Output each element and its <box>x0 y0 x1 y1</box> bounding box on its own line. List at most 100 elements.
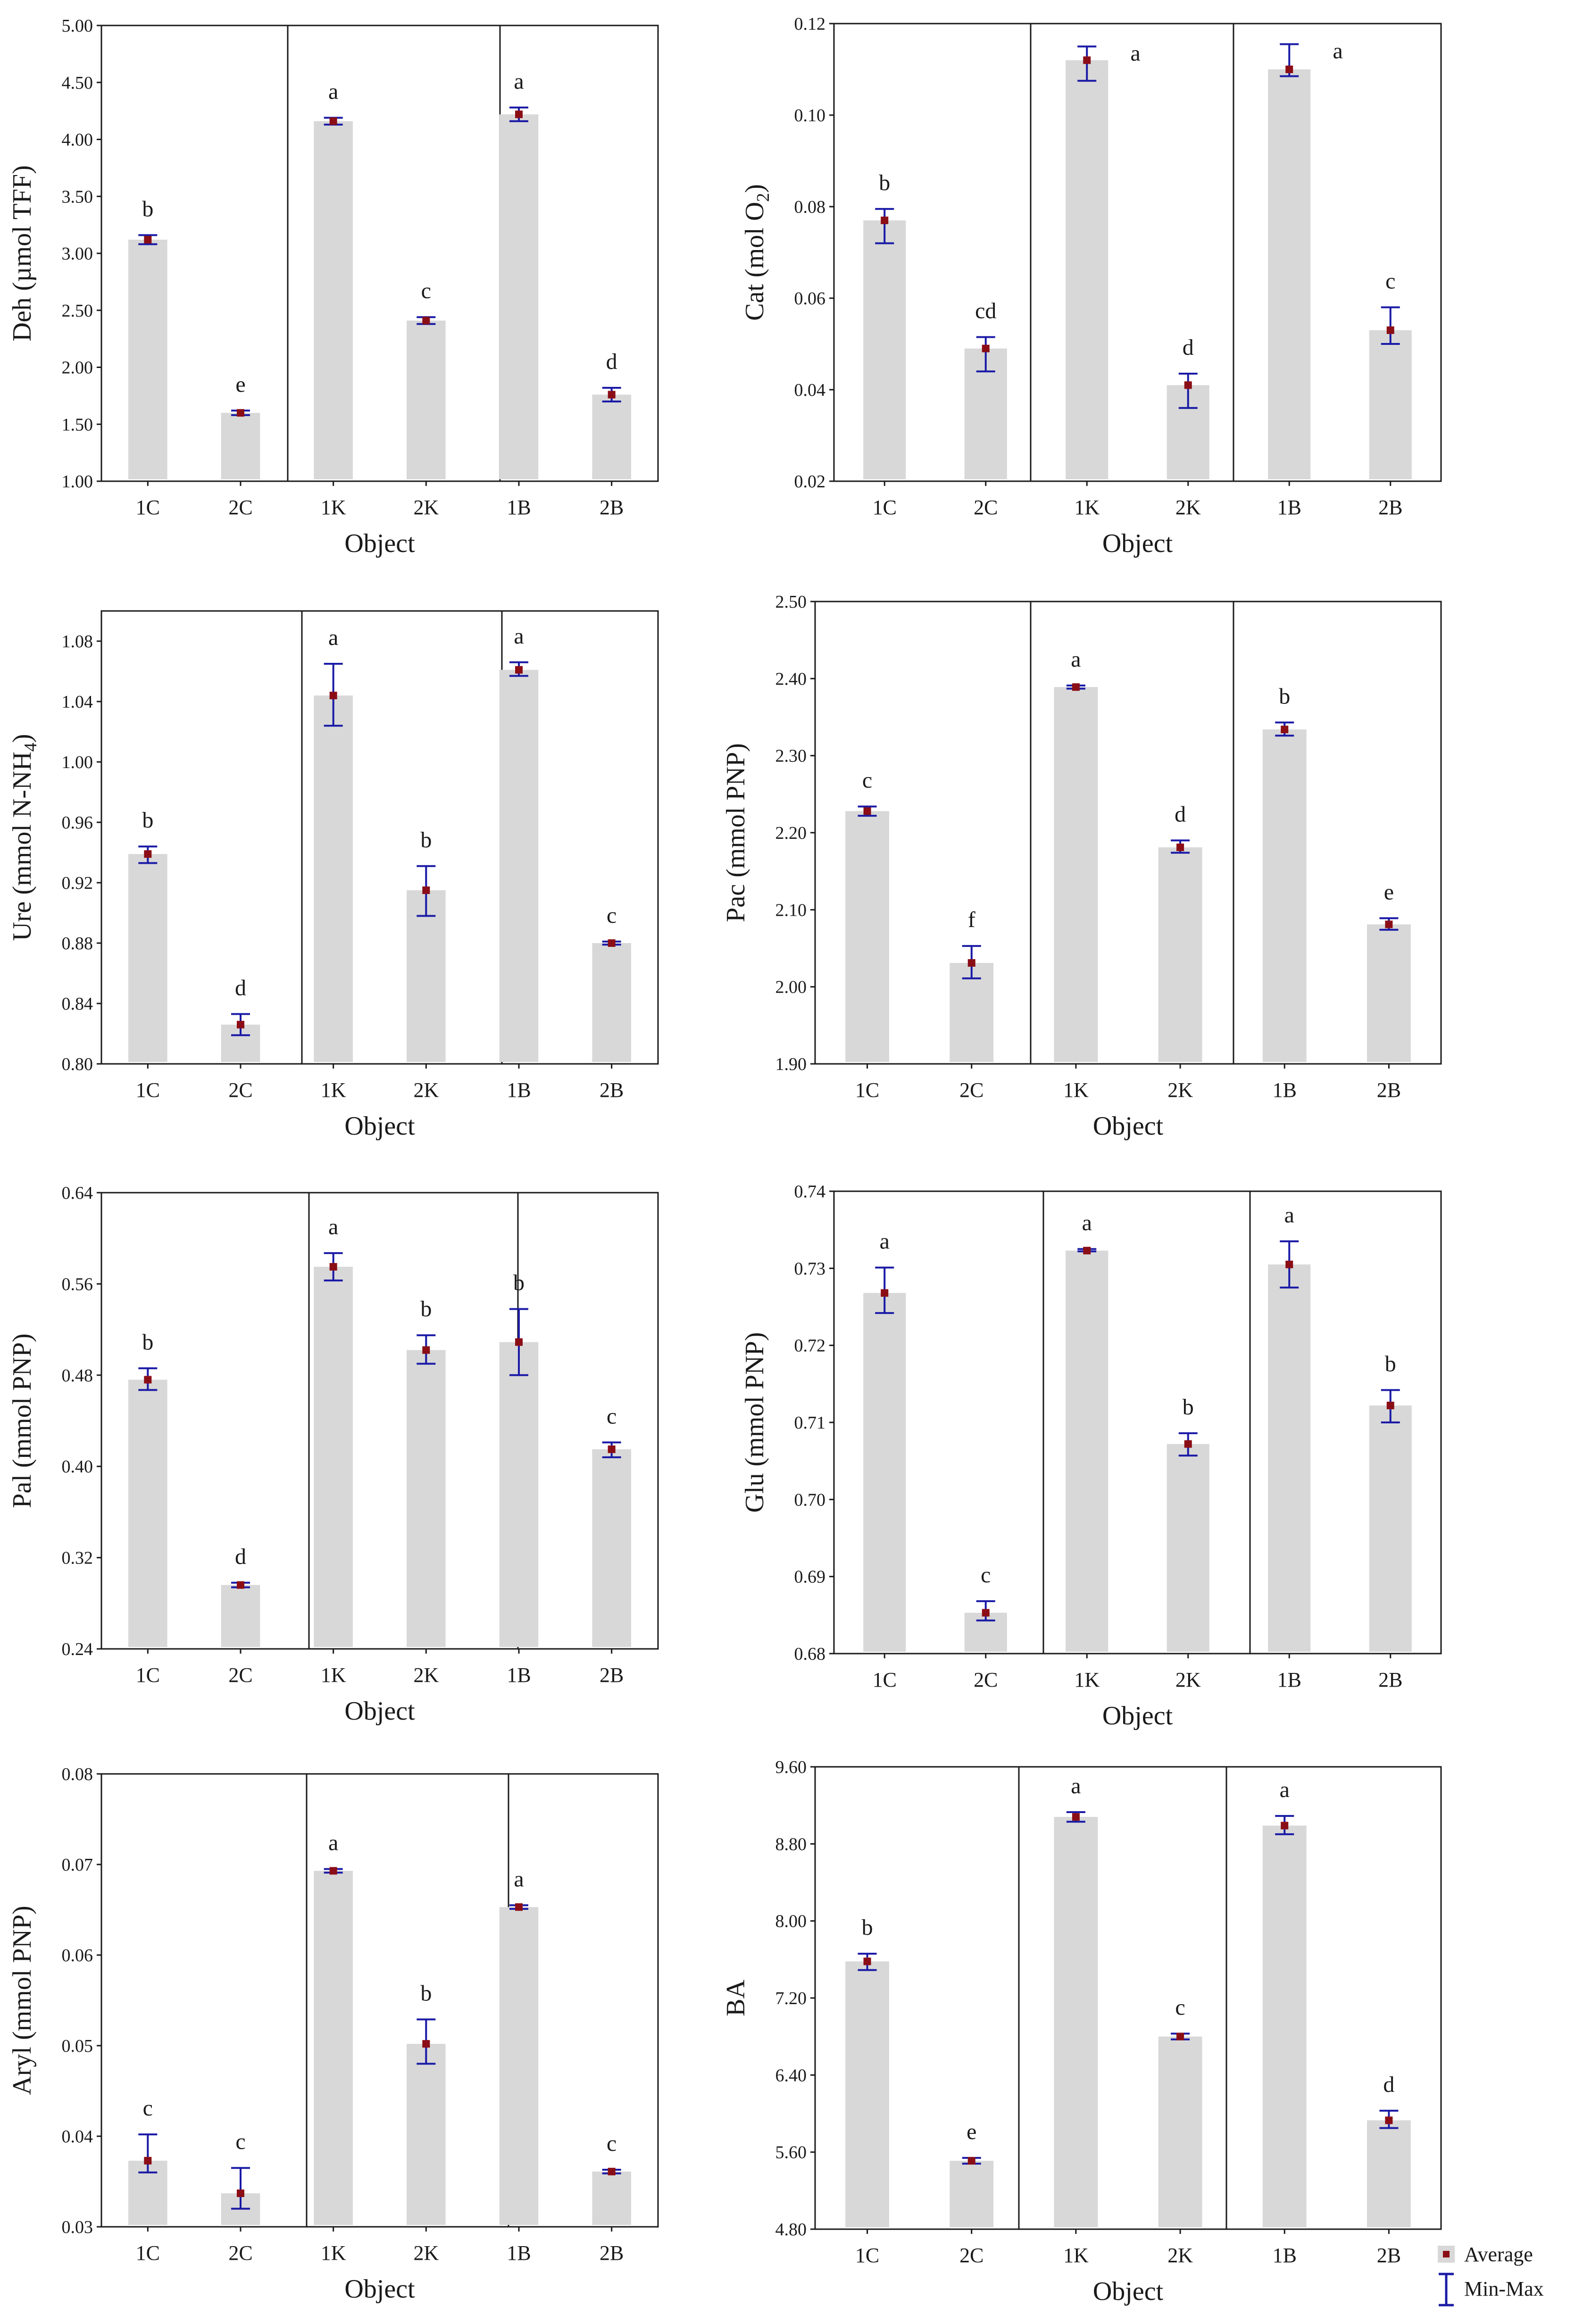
significance-letter-2C: cd <box>975 298 996 323</box>
x-tick-label-2K: 2K <box>1175 496 1201 519</box>
chart-ure: 0.80 0.84 0.88 0.92 0.96 1.00 1.04 1.08 b 1C d 2C a 1… <box>8 610 659 1141</box>
x-tick-label-2B: 2B <box>600 496 624 519</box>
x-tick-label-2K: 2K <box>1167 1078 1193 1102</box>
significance-letter-1C: b <box>142 1329 153 1354</box>
average-point-2K <box>1176 844 1184 852</box>
bar-1B <box>499 669 539 1062</box>
x-tick-label-1B: 1B <box>1277 496 1301 519</box>
x-tick-label-1K: 1K <box>1063 1078 1089 1102</box>
average-point-2C <box>237 409 244 417</box>
y-tick-label: 2.00 <box>775 978 807 997</box>
significance-letter-2K: b <box>420 828 432 853</box>
average-point-2K <box>1176 2032 1184 2040</box>
y-tick-label: 0.72 <box>794 1336 826 1356</box>
significance-letter-2B: c <box>607 1404 617 1429</box>
chart-deh: 1.00 1.50 2.00 2.50 3.00 3.50 4.00 4.50 5.00 b 1C e… <box>8 16 659 558</box>
y-tick-label: 2.10 <box>775 900 807 920</box>
average-point-1B <box>515 1903 523 1911</box>
significance-letter-2C: c <box>235 2129 245 2154</box>
average-point-2K <box>422 1346 430 1354</box>
y-tick-label: 2.50 <box>775 592 807 612</box>
y-axis-title: Aryl (mmol PNP) <box>8 1906 37 2095</box>
x-tick-label-1C: 1C <box>136 1078 160 1102</box>
y-tick-label: 1.00 <box>62 472 93 492</box>
significance-letter-2B: d <box>1383 2072 1394 2097</box>
x-axis-title: Object <box>344 1112 415 1141</box>
significance-letter-1K: a <box>328 1214 338 1239</box>
y-tick-label: 1.08 <box>62 632 93 652</box>
bar-1C <box>845 811 890 1062</box>
bar-2C <box>950 2161 994 2227</box>
average-point-1C <box>881 217 889 225</box>
y-axis-title: Glu (mmol PNP) <box>740 1332 769 1513</box>
significance-letter-2B: e <box>1384 879 1394 904</box>
y-tick-label: 0.84 <box>62 994 93 1014</box>
average-point-2K <box>422 886 430 894</box>
x-tick-label-2B: 2B <box>1377 2244 1401 2267</box>
average-point-1C <box>863 807 871 815</box>
y-tick-label: 0.96 <box>62 813 93 833</box>
bar-1C <box>128 1379 167 1647</box>
average-point-1B <box>1285 66 1293 73</box>
x-tick-label-1K: 1K <box>321 1664 346 1687</box>
average-point-1K <box>1083 1246 1091 1254</box>
x-tick-label-1K: 1K <box>321 1078 346 1102</box>
significance-letter-2K: d <box>1175 802 1186 827</box>
average-point-1C <box>863 1957 871 1965</box>
significance-letter-1B: b <box>1279 684 1290 709</box>
significance-letter-1K: a <box>328 1831 338 1856</box>
y-axis-title: Ure (mmol N-NH4) <box>8 734 41 941</box>
y-tick-label: 2.00 <box>62 358 93 378</box>
x-tick-label-1K: 1K <box>1074 496 1100 519</box>
x-tick-label-2C: 2C <box>228 2241 252 2265</box>
x-tick-label-1C: 1C <box>873 1668 897 1691</box>
x-tick-label-2K: 2K <box>413 1664 439 1687</box>
bar-2B <box>592 2171 631 2225</box>
y-tick-label: 5.00 <box>62 16 93 36</box>
y-tick-label: 6.40 <box>775 2065 807 2085</box>
y-tick-label: 1.90 <box>775 1054 807 1074</box>
plot-frame <box>100 1773 659 2228</box>
bar-1B <box>1262 1825 1307 2227</box>
average-point-1K <box>1072 1813 1080 1821</box>
y-tick-label: 4.50 <box>62 73 93 93</box>
average-point-1K <box>329 692 337 700</box>
x-tick-label-2K: 2K <box>1175 1668 1201 1691</box>
x-axis-title: Object <box>344 1697 415 1726</box>
significance-letter-1K: a <box>1071 1773 1081 1798</box>
chart-pac: 1.90 2.00 2.10 2.20 2.30 2.40 2.50 c 1C f 2C a 1K d 2K… <box>721 592 1442 1141</box>
y-tick-label: 0.74 <box>794 1182 826 1202</box>
y-tick-label: 0.04 <box>794 380 826 400</box>
y-tick-label: 0.92 <box>62 873 93 893</box>
x-tick-label-1B: 1B <box>507 1078 531 1102</box>
y-tick-label: 0.08 <box>62 1764 93 1784</box>
average-point-1B <box>515 110 523 118</box>
y-tick-label: 0.04 <box>62 2127 93 2147</box>
average-point-1B <box>1281 1822 1289 1830</box>
x-tick-label-1B: 1B <box>507 1664 531 1687</box>
average-point-2B <box>1386 326 1394 334</box>
x-tick-label-2C: 2C <box>228 496 252 519</box>
x-tick-label-2B: 2B <box>1378 1668 1402 1691</box>
y-axis-title: Pac (mmol PNP) <box>721 743 750 922</box>
significance-letter-2C: d <box>235 975 246 1000</box>
average-point-1B <box>515 1338 523 1346</box>
x-tick-label-2C: 2C <box>228 1078 252 1102</box>
significance-letter-1C: b <box>142 196 153 221</box>
bar-1C <box>863 1293 906 1652</box>
bar-1B <box>1268 69 1311 479</box>
bar-1B <box>499 1907 539 2225</box>
y-tick-label: 2.20 <box>775 823 807 843</box>
significance-letter-2K: c <box>421 278 431 303</box>
x-tick-label-2K: 2K <box>413 2241 439 2265</box>
bar-1C <box>128 240 167 479</box>
significance-letter-2C: e <box>967 2119 976 2144</box>
plot-frame <box>100 25 659 482</box>
x-tick-label-2K: 2K <box>413 496 439 519</box>
y-tick-label: 2.50 <box>62 301 93 321</box>
average-point-2C <box>237 1020 244 1028</box>
chart-panels: 1.00 1.50 2.00 2.50 3.00 3.50 4.00 4.50 5.00 b 1C e… <box>8 14 1442 2306</box>
x-tick-label-2C: 2C <box>974 1668 998 1691</box>
bar-1C <box>863 220 906 480</box>
average-point-2B <box>1385 2116 1393 2124</box>
